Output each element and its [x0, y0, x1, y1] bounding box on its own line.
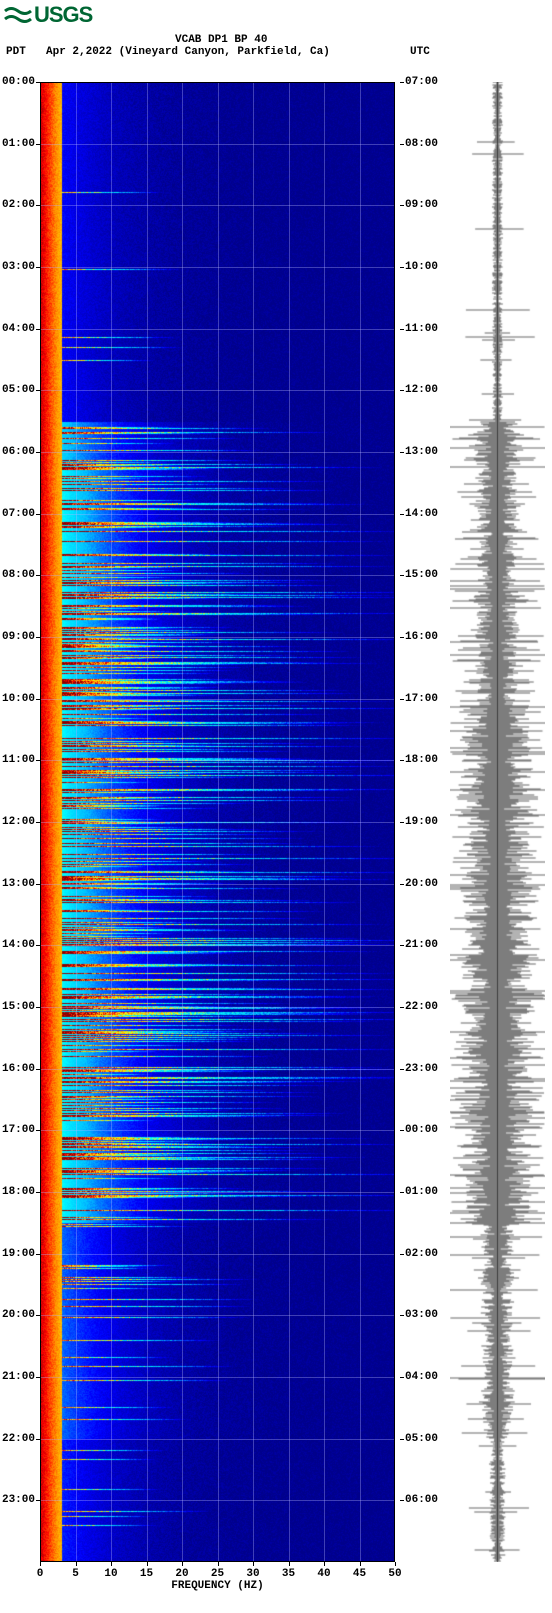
x-tick-label: 40 [317, 1568, 330, 1580]
y-tick-label-right: 08:00 [405, 138, 438, 150]
y-tick-label-left: 10:00 [2, 693, 35, 705]
waveform-canvas [450, 82, 545, 1562]
y-tick-label-right: 05:00 [405, 1433, 438, 1445]
x-tick-label: 25 [211, 1568, 224, 1580]
x-tick-label: 0 [37, 1568, 44, 1580]
y-tick-label-left: 17:00 [2, 1124, 35, 1136]
y-tick-label-right: 09:00 [405, 199, 438, 211]
y-tick-label-right: 12:00 [405, 384, 438, 396]
x-tick-label: 35 [282, 1568, 295, 1580]
x-tick-label: 20 [175, 1568, 188, 1580]
y-tick-label-right: 20:00 [405, 878, 438, 890]
wave-icon [4, 4, 32, 26]
y-tick-label-right: 13:00 [405, 446, 438, 458]
y-tick-label-right: 15:00 [405, 569, 438, 581]
y-tick-label-left: 00:00 [2, 76, 35, 88]
y-tick-label-left: 23:00 [2, 1494, 35, 1506]
y-tick-label-right: 18:00 [405, 754, 438, 766]
chart-title: VCAB DP1 BP 40 [175, 34, 267, 46]
y-tick-label-left: 05:00 [2, 384, 35, 396]
y-tick-label-right: 00:00 [405, 1124, 438, 1136]
y-tick-label-left: 12:00 [2, 816, 35, 828]
spectrogram-plot [40, 82, 395, 1562]
y-tick-label-right: 02:00 [405, 1248, 438, 1260]
y-tick-label-right: 23:00 [405, 1063, 438, 1075]
y-tick-label-right: 11:00 [405, 323, 438, 335]
y-tick-label-left: 20:00 [2, 1309, 35, 1321]
y-tick-label-left: 21:00 [2, 1371, 35, 1383]
axis-border-top [40, 82, 395, 83]
y-tick-label-left: 01:00 [2, 138, 35, 150]
y-tick-label-right: 10:00 [405, 261, 438, 273]
y-tick-label-right: 07:00 [405, 76, 438, 88]
x-tick-label: 5 [72, 1568, 79, 1580]
y-tick-label-left: 15:00 [2, 1001, 35, 1013]
axis-border-right [394, 82, 395, 1562]
y-tick-label-left: 07:00 [2, 508, 35, 520]
y-tick-label-right: 14:00 [405, 508, 438, 520]
y-tick-label-left: 03:00 [2, 261, 35, 273]
y-tick-label-left: 11:00 [2, 754, 35, 766]
plot-container: 00:00 01:00 02:00 03:00 04:00 05:00 06:00 07:00… [0, 82, 552, 1582]
x-axis: FREQUENCY (HZ) 05101520253035404550 [40, 1562, 395, 1602]
y-axis-left: 00:0001:0002:0003:0004:0005:0006:0007:00… [0, 82, 40, 1562]
y-tick-label-left: 06:00 [2, 446, 35, 458]
y-tick-label-left: 13:00 [2, 878, 35, 890]
page-root: USGS VCAB DP1 BP 40 PDT Apr 2,2022 (Vine… [0, 0, 552, 1613]
x-axis-title: FREQUENCY (HZ) [40, 1580, 395, 1592]
waveform-plot [450, 82, 545, 1562]
y-tick-label-right: 19:00 [405, 816, 438, 828]
x-tick-label: 10 [104, 1568, 117, 1580]
right-timezone-label: UTC [410, 46, 430, 58]
y-tick-label-left: 02:00 [2, 199, 35, 211]
y-tick-label-left: 04:00 [2, 323, 35, 335]
axis-border-left [40, 82, 41, 1562]
y-tick-label-left: 19:00 [2, 1248, 35, 1260]
y-tick-label-left: 09:00 [2, 631, 35, 643]
x-tick-label: 30 [246, 1568, 259, 1580]
date-location-label: Apr 2,2022 (Vineyard Canyon, Parkfield, … [46, 46, 330, 58]
y-axis-right: 07:0008:0009:0010:0011:0012:0013:0014:00… [400, 82, 442, 1562]
usgs-logo: USGS [4, 2, 92, 28]
left-timezone-label: PDT [6, 46, 26, 58]
spectrogram-canvas [40, 82, 395, 1562]
y-tick-label-right: 17:00 [405, 693, 438, 705]
x-tick-label: 45 [353, 1568, 366, 1580]
y-tick-label-left: 14:00 [2, 939, 35, 951]
x-tick-label: 15 [140, 1568, 153, 1580]
logo-text: USGS [34, 2, 92, 28]
y-tick-label-left: 08:00 [2, 569, 35, 581]
y-tick-label-right: 03:00 [405, 1309, 438, 1321]
x-tick-label: 50 [388, 1568, 401, 1580]
y-tick-label-right: 22:00 [405, 1001, 438, 1013]
y-tick-label-left: 16:00 [2, 1063, 35, 1075]
y-tick-label-right: 01:00 [405, 1186, 438, 1198]
y-tick-label-right: 21:00 [405, 939, 438, 951]
y-tick-label-left: 18:00 [2, 1186, 35, 1198]
y-tick-label-right: 06:00 [405, 1494, 438, 1506]
y-tick-label-right: 16:00 [405, 631, 438, 643]
y-tick-label-left: 22:00 [2, 1433, 35, 1445]
y-tick-label-right: 04:00 [405, 1371, 438, 1383]
